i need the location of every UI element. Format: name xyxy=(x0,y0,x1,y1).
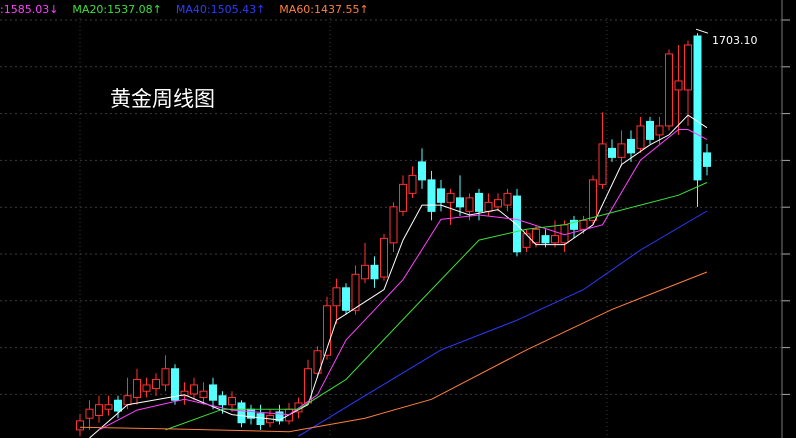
candle-body xyxy=(437,188,445,203)
candle-body xyxy=(152,379,160,390)
legend-entry: MA60:1437.55↑ xyxy=(279,3,368,16)
candle-body xyxy=(684,44,692,91)
candle-body xyxy=(114,399,122,412)
candle-body xyxy=(180,390,189,397)
candle-body xyxy=(399,183,407,212)
candle-body xyxy=(646,120,654,140)
candle-body xyxy=(161,368,170,386)
candle-body xyxy=(351,273,360,311)
candle-body xyxy=(465,197,474,212)
candle-body xyxy=(313,350,322,374)
chart-title: 黄金周线图 xyxy=(110,87,215,111)
legend-entry: MA40:1505.43↑ xyxy=(176,3,265,16)
candle-body xyxy=(617,143,626,158)
candle-body xyxy=(513,195,521,253)
candle-body xyxy=(693,35,702,181)
candle-body xyxy=(361,264,369,280)
candle-body xyxy=(636,125,645,149)
candle-body xyxy=(256,413,265,426)
candle-body xyxy=(494,199,502,208)
candle-body xyxy=(380,237,388,278)
candle-body xyxy=(389,206,398,244)
candle-body xyxy=(541,235,550,244)
candle-body xyxy=(456,197,464,208)
candle-body xyxy=(627,138,635,154)
candle-body xyxy=(190,384,198,395)
candle-body xyxy=(408,174,417,194)
candle-body xyxy=(342,287,350,311)
ma-line xyxy=(98,129,708,431)
candle-body xyxy=(589,179,597,221)
candle-body xyxy=(703,152,711,167)
candle-body xyxy=(142,384,151,392)
candle-body xyxy=(484,201,493,212)
legend-entry: MA20:1537.08↑ xyxy=(72,3,161,16)
candle-body xyxy=(570,219,578,230)
candle-body xyxy=(332,287,341,307)
candle-body xyxy=(370,264,379,280)
candle-body xyxy=(608,147,616,158)
candle-body xyxy=(323,305,331,356)
legend: :1585.03↓ MA20:1537.08↑ MA40:1505.43↑ MA60:… xyxy=(0,3,369,16)
candle-body xyxy=(171,368,179,401)
candle-body xyxy=(218,395,227,406)
ma-line xyxy=(79,271,708,433)
candle-body xyxy=(532,228,540,244)
candle-body xyxy=(551,235,559,244)
candle-body xyxy=(579,219,588,230)
candle-body xyxy=(104,404,113,410)
candle-body xyxy=(275,411,284,422)
candle-body xyxy=(133,379,141,399)
candle-body xyxy=(598,143,607,185)
ma-line xyxy=(298,210,708,437)
candle-body xyxy=(418,161,426,181)
candle-body xyxy=(446,192,455,203)
legend-entry: :1585.03↓ xyxy=(0,3,58,16)
candle-body xyxy=(123,395,132,406)
candle-body xyxy=(95,404,103,417)
candle-body xyxy=(503,192,512,206)
candle-body xyxy=(237,402,246,424)
candle-body xyxy=(199,390,208,399)
candle-body xyxy=(427,179,436,212)
ma-line xyxy=(165,182,708,431)
candle-body xyxy=(85,408,94,419)
candle-body xyxy=(655,125,664,136)
candle-body xyxy=(475,192,483,212)
plot-area: 1703.10 xyxy=(76,28,758,438)
candle-body xyxy=(674,80,683,91)
candle-body xyxy=(665,53,673,127)
candle-body xyxy=(522,233,531,248)
candle-body xyxy=(76,420,84,431)
annotation-label: 1703.10 xyxy=(712,34,758,47)
candle-body xyxy=(209,384,217,401)
annotation-leader xyxy=(695,28,709,34)
ma-line xyxy=(89,114,708,438)
candle-body xyxy=(228,397,236,406)
